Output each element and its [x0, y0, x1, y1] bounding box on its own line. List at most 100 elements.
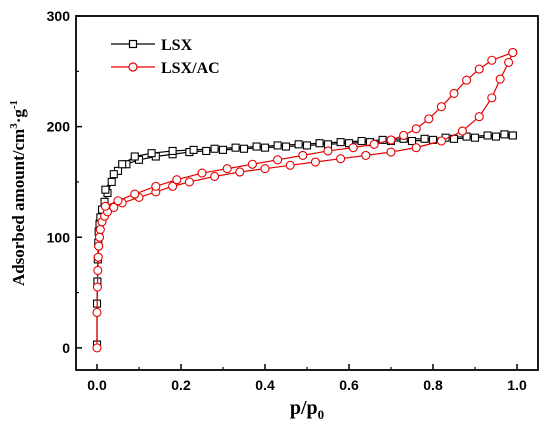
data-point-lsx	[202, 146, 211, 156]
data-point-lsx-ac	[260, 164, 270, 174]
data-point-lsx	[231, 143, 240, 152]
data-point-lsx-ac	[130, 189, 140, 199]
data-point-lsx-ac	[222, 164, 232, 174]
data-point-lsx-ac	[93, 265, 103, 275]
data-point-lsx-ac	[273, 155, 283, 165]
data-point-lsx	[302, 141, 312, 150]
data-point-lsx-ac	[197, 168, 207, 178]
data-point-lsx-ac	[172, 175, 182, 185]
data-point-lsx	[281, 142, 291, 151]
data-point-lsx-ac	[457, 126, 467, 136]
data-point-lsx	[407, 136, 417, 146]
ticks-layer: 0.0 0.2 0.4 0.6 0.8 1.0 0 100 200 300	[47, 8, 527, 393]
data-point-lsx	[357, 136, 366, 146]
data-point-lsx-ac	[285, 160, 295, 170]
data-point-lsx	[118, 160, 127, 169]
data-point-lsx-ac	[411, 124, 421, 134]
data-point-lsx-ac	[100, 201, 110, 211]
data-point-lsx	[483, 131, 492, 140]
data-point-lsx	[294, 140, 303, 149]
data-point-lsx-ac	[92, 343, 102, 353]
data-point-lsx-ac	[247, 159, 257, 169]
data-point-lsx-ac	[386, 135, 396, 145]
data-point-lsx-ac	[93, 252, 103, 262]
legend-label-lsx: LSX	[161, 37, 193, 54]
data-point-lsx	[378, 135, 387, 144]
data-point-lsx-ac	[369, 139, 379, 149]
data-point-lsx-ac	[361, 150, 371, 160]
data-point-lsx-ac	[411, 143, 421, 153]
legend-marker-lsx	[128, 39, 138, 49]
legend: LSX LSX/AC	[111, 37, 220, 77]
data-point-lsx	[210, 144, 219, 153]
x-tick-label: 0.8	[423, 377, 443, 393]
data-point-lsx	[239, 144, 249, 153]
data-point-lsx	[462, 132, 471, 141]
x-tick-label: 0.0	[87, 377, 107, 393]
series-layer	[92, 47, 518, 353]
data-point-lsx-ac	[92, 307, 102, 318]
x-tick-label: 0.6	[339, 377, 359, 393]
data-point-lsx-ac	[487, 93, 497, 103]
data-point-lsx	[147, 149, 156, 158]
data-point-lsx-ac	[424, 114, 434, 124]
legend-label-lsxac: LSX/AC	[161, 60, 220, 77]
data-point-lsx-ac	[462, 75, 472, 85]
x-tick-label: 0.2	[171, 377, 191, 393]
data-point-lsx-ac	[94, 232, 105, 242]
data-point-lsx	[107, 177, 116, 186]
data-point-lsx-ac	[436, 136, 446, 146]
data-point-lsx-ac	[487, 55, 497, 65]
y-tick-label: 0	[62, 340, 70, 356]
data-point-lsx-ac	[399, 130, 409, 141]
x-axis-title: p/p0	[290, 397, 324, 422]
data-point-lsx-ac	[508, 47, 518, 58]
data-point-lsx-ac	[151, 181, 161, 191]
data-point-lsx	[218, 145, 228, 154]
y-tick-label: 300	[47, 8, 71, 24]
data-point-lsx	[273, 141, 282, 150]
data-point-lsx-ac	[184, 177, 194, 187]
data-point-lsx-ac	[310, 157, 320, 167]
data-point-lsx-ac	[386, 147, 396, 157]
data-point-lsx-ac	[449, 88, 459, 98]
plot-frame	[75, 15, 539, 371]
data-point-lsx	[101, 185, 110, 194]
data-point-lsx-ac	[113, 196, 123, 206]
data-point-lsx-ac	[336, 154, 346, 164]
legend-marker-lsxac	[128, 62, 138, 72]
data-point-lsx-ac	[504, 57, 514, 68]
data-point-lsx-ac	[495, 74, 505, 84]
data-point-lsx	[420, 134, 429, 143]
data-point-lsx-ac	[474, 112, 484, 122]
data-point-lsx	[491, 132, 501, 141]
data-point-lsx-ac	[474, 64, 484, 74]
data-point-lsx-ac	[168, 181, 178, 191]
data-point-lsx-ac	[94, 241, 104, 251]
y-tick-label: 200	[47, 119, 71, 135]
data-point-lsx	[130, 152, 139, 161]
data-point-lsx	[470, 133, 480, 142]
data-point-lsx	[336, 138, 345, 147]
data-point-lsx-ac	[348, 143, 358, 153]
x-tick-label: 0.4	[255, 377, 275, 393]
data-point-lsx	[508, 131, 517, 140]
data-point-lsx	[252, 142, 261, 151]
data-point-lsx	[109, 170, 118, 179]
y-axis-title: Adsorbed amount/cm3·g-1	[8, 100, 28, 286]
data-point-lsx-ac	[95, 224, 105, 235]
data-point-lsx	[189, 145, 198, 154]
data-point-lsx-ac	[436, 102, 446, 112]
y-tick-label: 100	[47, 229, 71, 245]
data-point-lsx-ac	[323, 146, 333, 156]
data-point-lsx	[168, 146, 177, 156]
series-line-0-adsorption	[96, 134, 513, 345]
data-point-lsx-ac	[92, 282, 102, 292]
data-point-lsx-ac	[210, 171, 220, 181]
x-tick-label: 1.0	[507, 377, 527, 393]
data-point-lsx	[315, 139, 324, 148]
data-point-lsx-ac	[298, 150, 308, 160]
data-point-lsx	[260, 143, 270, 152]
data-point-lsx-ac	[235, 167, 245, 177]
